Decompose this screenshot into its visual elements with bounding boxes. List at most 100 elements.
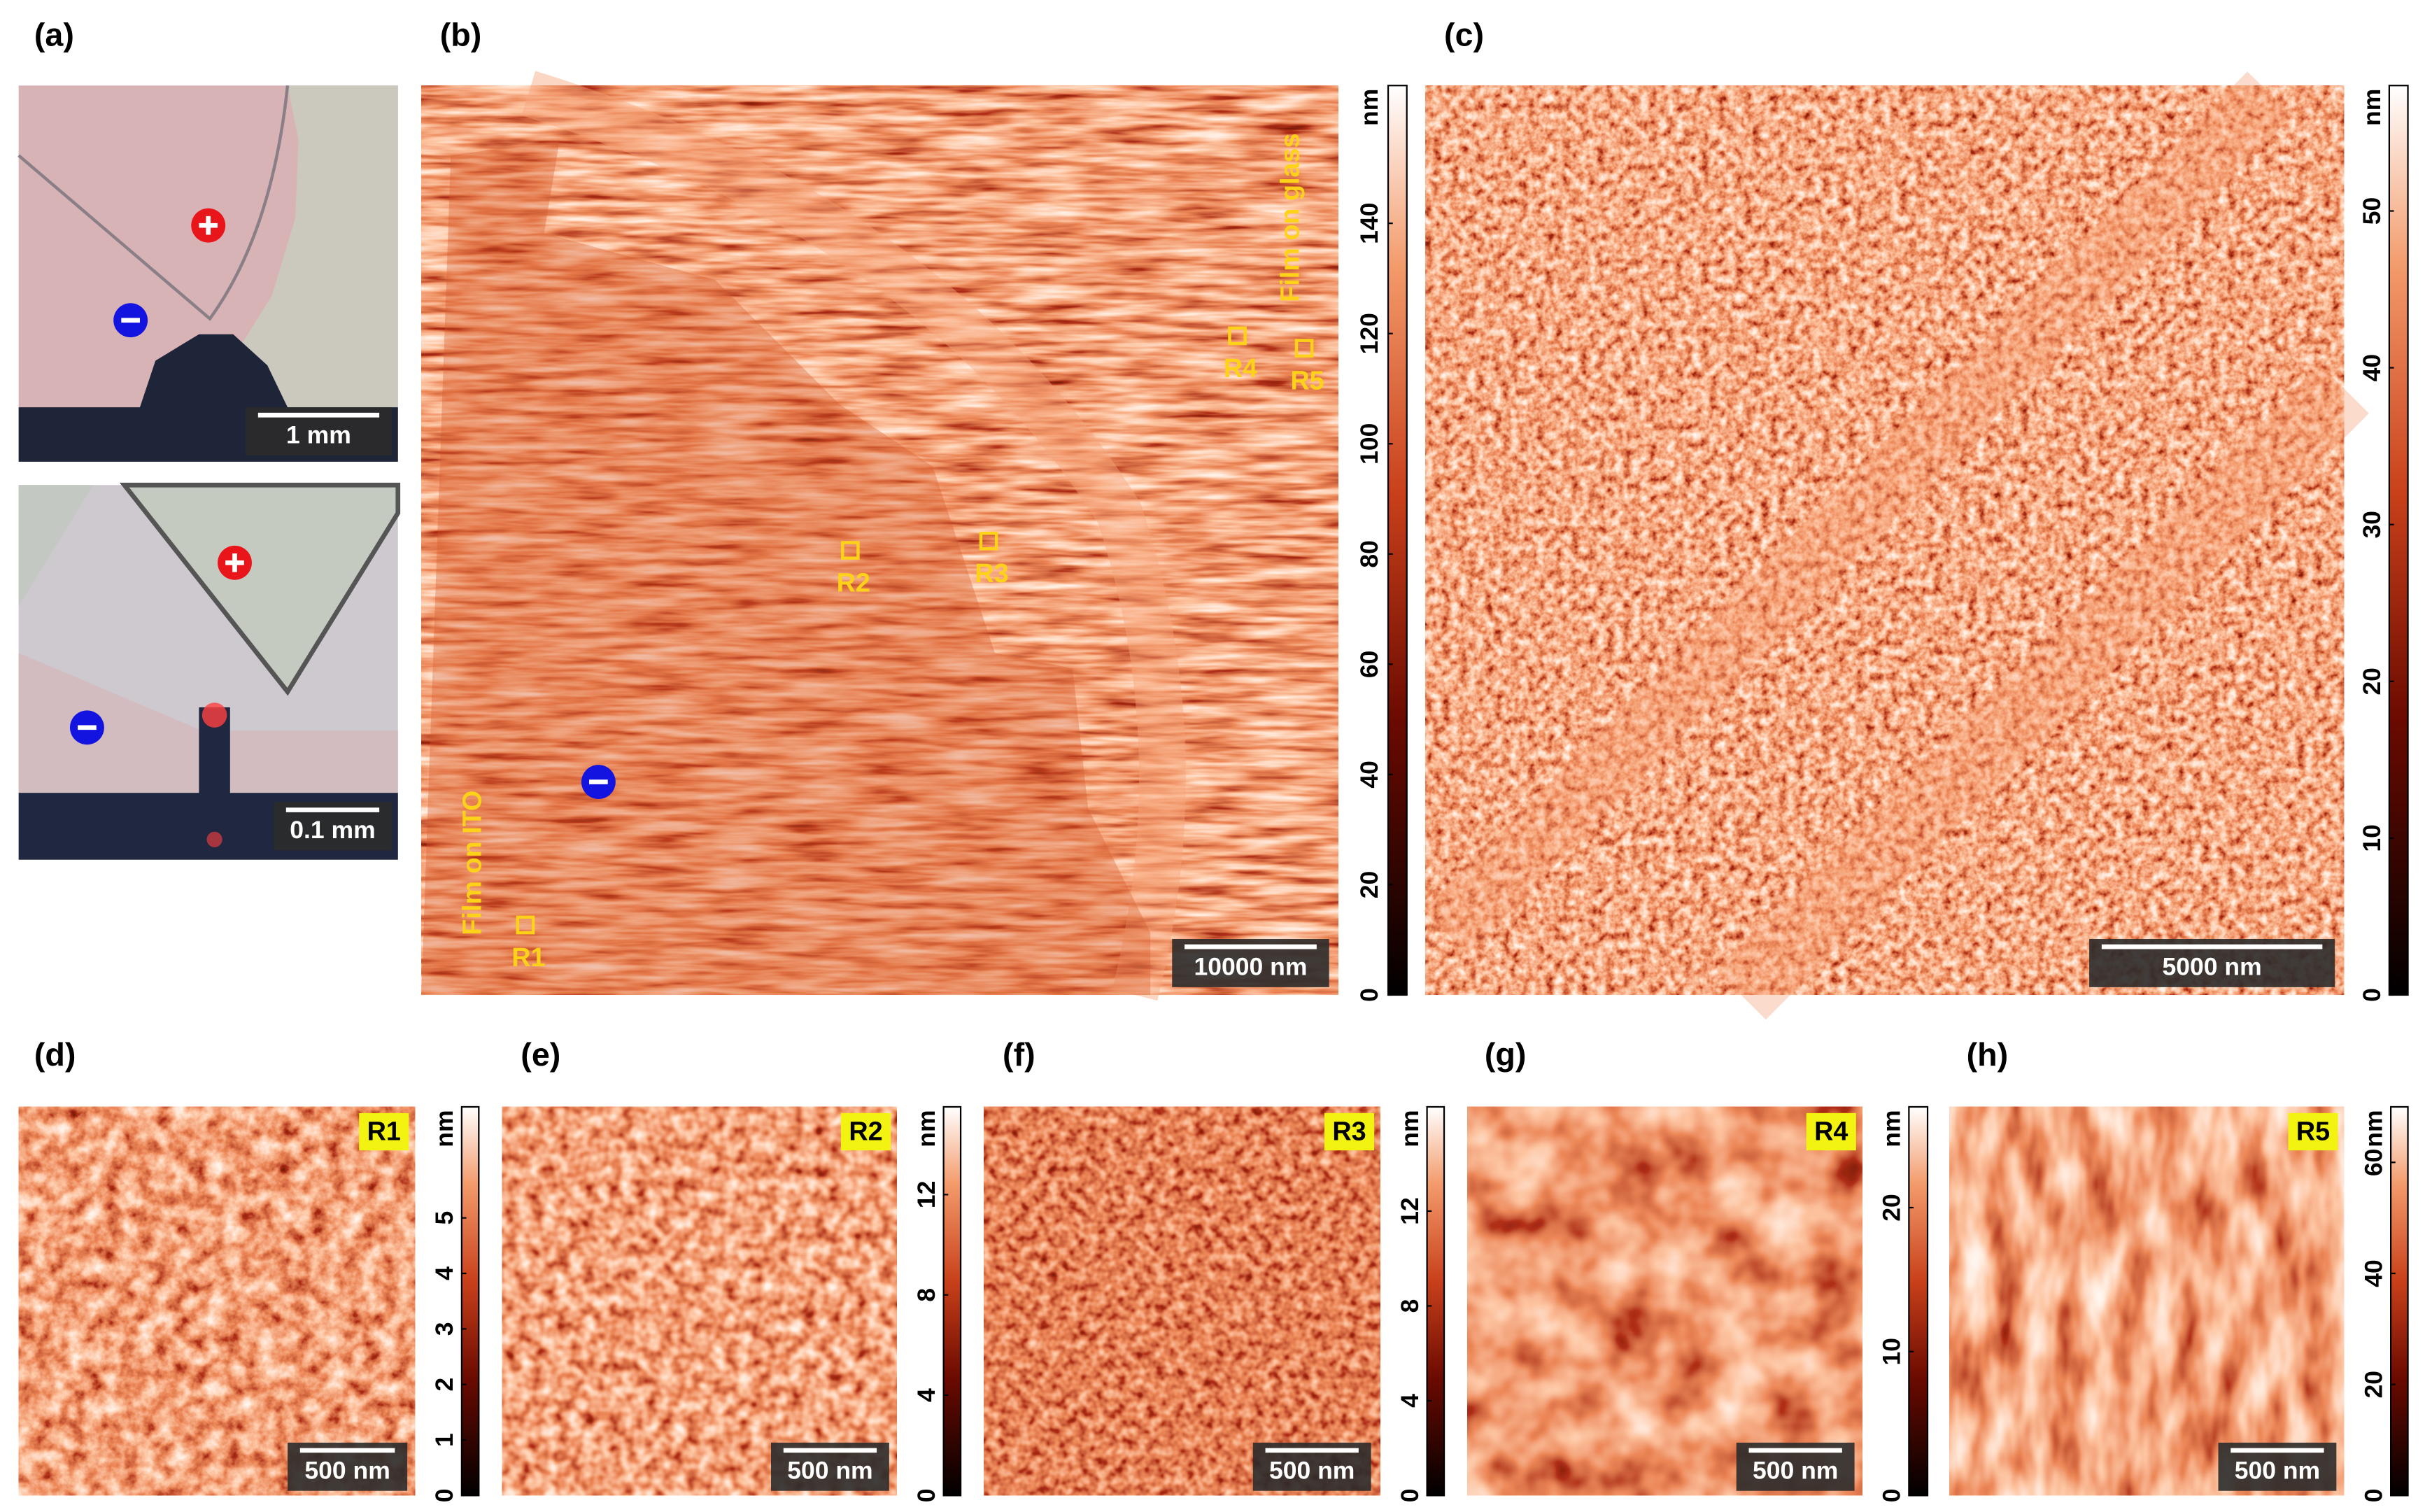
colorbar: [2390, 1105, 2409, 1497]
colorbar-tick-label: 3: [430, 1322, 458, 1336]
photo-bottom: [18, 482, 401, 860]
region-marker: [840, 541, 860, 560]
colorbar-tick-label: 80: [1355, 540, 1383, 568]
photo-top: [17, 85, 398, 462]
colorbar-tick-label: 12: [1396, 1197, 1424, 1225]
region-label: R1: [511, 943, 545, 973]
colorbar-tick-label: 120: [1355, 313, 1383, 354]
panel-label: (e): [521, 1036, 560, 1073]
colorbar-tick-label: 10: [2358, 824, 2386, 852]
region-tag-box: [2288, 1112, 2338, 1151]
panel-label: (c): [1444, 17, 1484, 53]
panel-label: (f): [1003, 1036, 1035, 1073]
colorbar-unit: nm: [1396, 1110, 1424, 1147]
colorbar-tick-label: 0: [2359, 1489, 2387, 1503]
region-marker: [979, 531, 998, 551]
region-marker: [516, 915, 535, 935]
colorbar-tick-label: 20: [2358, 667, 2386, 695]
scalebar-label: 0.1 mm: [290, 816, 375, 844]
scalebar-label: 5000 nm: [2163, 953, 2262, 981]
bright-band: [1716, 364, 2369, 1020]
colorbar-tick-label: 140: [1355, 203, 1383, 244]
afm-image: [984, 1106, 1380, 1496]
colorbar-tick-label: 0: [430, 1489, 458, 1503]
scalebar-label: 500 nm: [304, 1456, 390, 1484]
colorbar-tick-label: 0: [2358, 988, 2386, 1002]
colorbar-tick-label: 1: [430, 1433, 458, 1447]
afm-image: [502, 1106, 897, 1496]
particle-ring: [521, 71, 1186, 1001]
colorbar-tick-label: 20: [2359, 1371, 2387, 1399]
colorbar: [942, 1105, 962, 1497]
bright-band: [1423, 71, 2292, 955]
annotation: Film on ITO: [458, 791, 488, 935]
colorbar: [2388, 85, 2409, 996]
colorbar: [1387, 85, 1408, 996]
region-tag-box: [359, 1112, 409, 1151]
colorbar-tick-label: 0: [912, 1489, 940, 1503]
colorbar-tick-label: 30: [2358, 511, 2386, 539]
region-label: R3: [975, 559, 1008, 588]
colorbar-tick-label: 0: [1396, 1489, 1424, 1503]
region-label: R4: [1224, 354, 1257, 383]
colorbar-tick-label: 4: [1396, 1394, 1424, 1408]
afm-image: [421, 85, 1338, 995]
colorbar-tick-label: 40: [1355, 761, 1383, 789]
colorbar-unit: nm: [912, 1110, 940, 1147]
annotation: Film on glass: [1275, 133, 1305, 302]
colorbar-unit: nm: [2358, 89, 2386, 126]
colorbar-tick-label: 5: [430, 1211, 458, 1225]
scalebar-label: 500 nm: [787, 1456, 872, 1484]
region-marker: [1294, 339, 1314, 358]
colorbar-tick-label: 40: [2358, 354, 2386, 382]
colorbar-tick-label: 60: [1355, 651, 1383, 679]
colorbar-tick-label: 8: [912, 1288, 940, 1302]
colorbar-tick-label: 20: [1878, 1194, 1906, 1222]
panel-label: (h): [1967, 1036, 2009, 1073]
colorbar-tick-label: 8: [1396, 1299, 1424, 1313]
panel-label: (b): [440, 17, 482, 53]
colorbar-tick-label: 4: [912, 1388, 940, 1402]
colorbar-tick-label: 10: [1878, 1338, 1906, 1366]
region-tag-box: [1324, 1112, 1375, 1151]
colorbar-tick-label: 12: [912, 1181, 940, 1209]
afm-image: [1949, 1106, 2345, 1496]
region-label: R5: [1290, 367, 1324, 396]
scalebar-label: 500 nm: [1753, 1456, 1838, 1484]
colorbar-tick-label: 0: [1878, 1489, 1906, 1503]
colorbar-tick-label: 60: [2359, 1149, 2387, 1177]
panel-label: (g): [1485, 1036, 1527, 1073]
scalebar-label: 1 mm: [286, 421, 351, 449]
region-tag: R2: [849, 1117, 882, 1147]
region-tag-box: [1806, 1112, 1856, 1151]
colorbar: [460, 1105, 480, 1497]
region-tag-box: [840, 1112, 891, 1151]
colorbar-tick-label: 20: [1355, 871, 1383, 899]
region-tag: R3: [1332, 1117, 1366, 1147]
colorbar-unit: nm: [1878, 1110, 1906, 1147]
region-tag: R4: [1814, 1117, 1848, 1147]
colorbar: [1426, 1105, 1445, 1497]
scalebar-label: 500 nm: [2235, 1456, 2320, 1484]
region-tag: R1: [367, 1117, 401, 1147]
scalebar-label: 10000 nm: [1194, 953, 1307, 981]
afm-image: [18, 1106, 416, 1496]
afm-image: [1425, 85, 2345, 995]
colorbar-tick-label: 50: [2358, 197, 2386, 225]
region-label: R2: [837, 568, 870, 598]
colorbar: [1908, 1105, 1929, 1497]
colorbar-unit: nm: [1355, 89, 1383, 126]
afm-image: [1467, 1106, 1862, 1496]
colorbar-unit: nm: [2359, 1110, 2387, 1147]
colorbar-unit: nm: [430, 1110, 458, 1147]
colorbar-tick-label: 4: [430, 1266, 458, 1280]
region-marker: [1228, 326, 1247, 346]
colorbar-tick-label: 100: [1355, 423, 1383, 465]
region-tag: R5: [2296, 1117, 2330, 1147]
colorbar-tick-label: 0: [1355, 988, 1383, 1002]
scalebar-label: 500 nm: [1269, 1456, 1355, 1484]
panel-label: (a): [34, 17, 74, 53]
panel-label: (d): [34, 1036, 76, 1073]
